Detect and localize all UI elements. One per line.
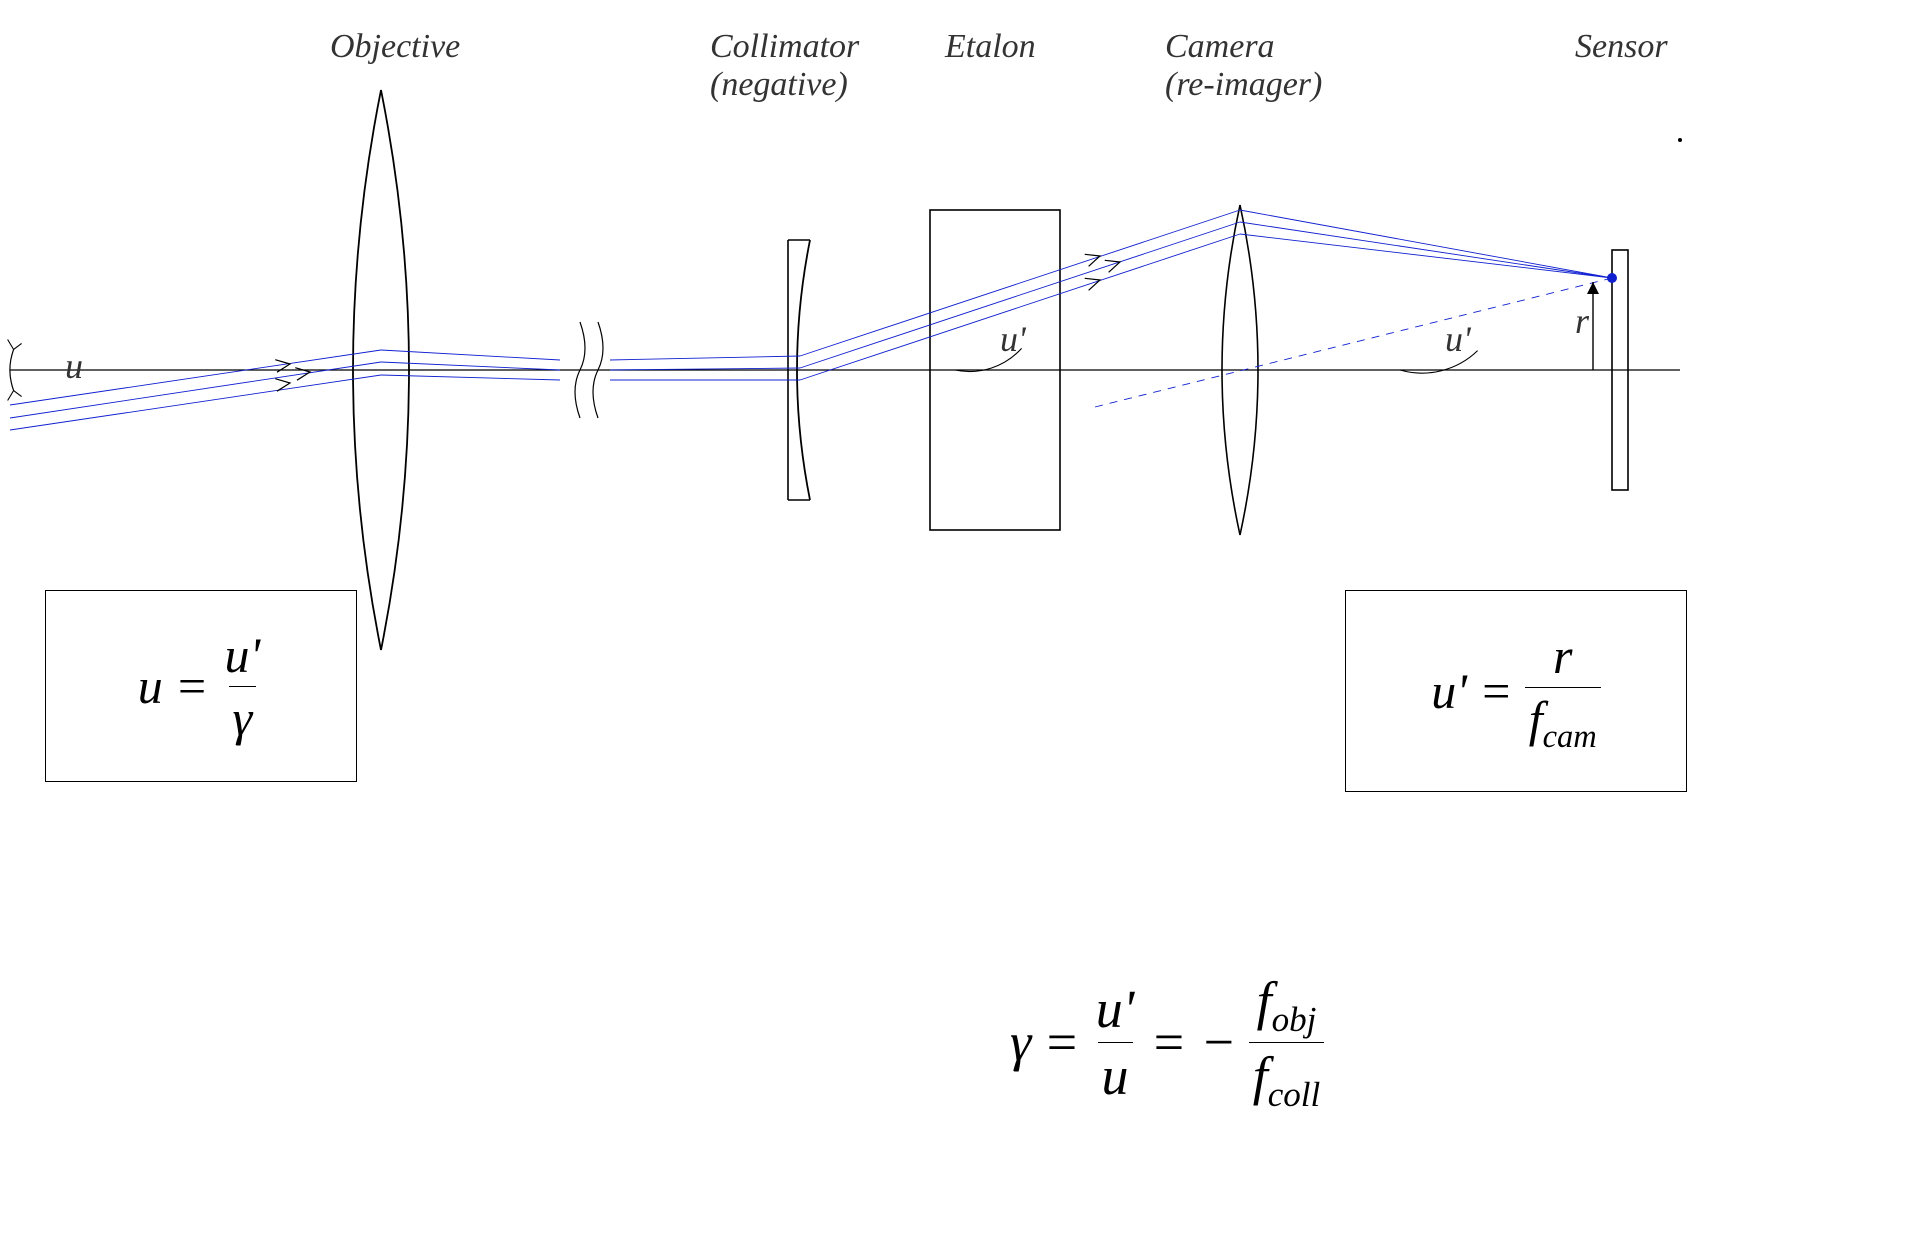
equation-uprime-box: u' = r fcam [1345,590,1687,792]
label-uprime1: u' [1000,318,1026,360]
label-uprime2: u' [1445,318,1471,360]
label-etalon: Etalon [945,28,1036,66]
equation-uprime: u' = r fcam [1431,627,1601,756]
label-collimator: Collimator (negative) [710,28,859,104]
label-camera: Camera (re-imager) [1165,28,1322,104]
label-sensor: Sensor [1575,28,1668,66]
optical-diagram: Objective Collimator (negative) Etalon C… [0,0,1920,1260]
equation-u-box: u = u' γ [45,590,357,782]
label-r: r [1575,300,1589,342]
label-u: u [65,345,83,387]
equation-u: u = u' γ [138,626,264,747]
equation-gamma: γ = u' u = − fobj fcoll [1010,970,1324,1115]
label-objective: Objective [330,28,460,66]
